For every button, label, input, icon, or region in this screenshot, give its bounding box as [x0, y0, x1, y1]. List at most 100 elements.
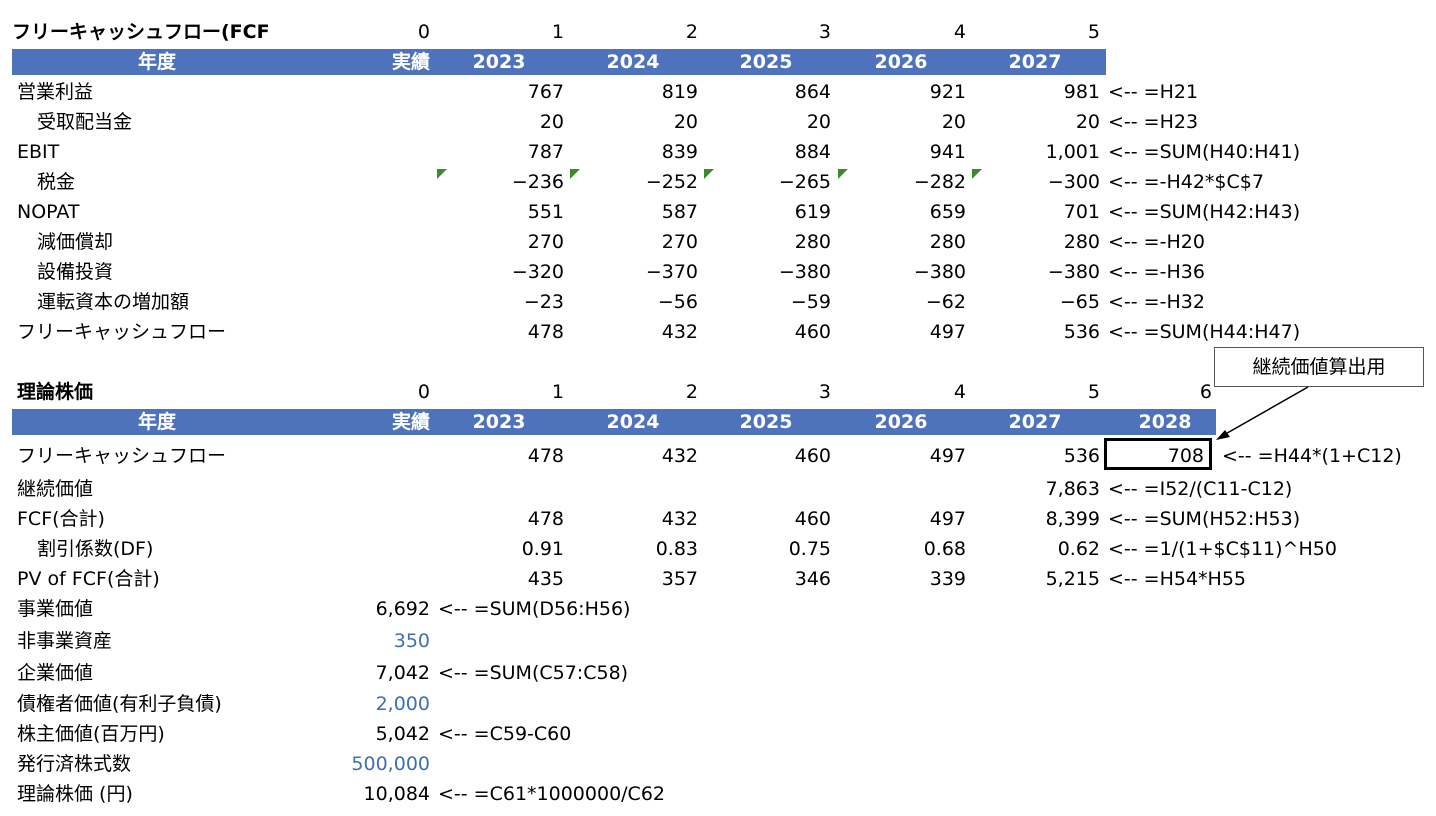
formula-note[interactable]: <-- =H54*H55 — [1108, 568, 1247, 590]
row-label[interactable]: 発行済株式数 — [17, 753, 132, 775]
formula-note[interactable]: <-- =SUM(H42:H43) — [1108, 201, 1301, 223]
value-cell[interactable]: 280 — [1063, 231, 1100, 253]
error-flag-icon[interactable] — [972, 169, 982, 179]
period-cell[interactable]: 6 — [1199, 381, 1212, 403]
value-cell[interactable]: 839 — [661, 141, 698, 163]
header-cell[interactable]: 実績 — [391, 411, 430, 433]
error-flag-icon[interactable] — [838, 169, 848, 179]
value-cell[interactable]: −65 — [1059, 291, 1100, 313]
period-cell[interactable]: 1 — [551, 381, 564, 403]
value-cell[interactable]: 270 — [527, 231, 564, 253]
header-cell[interactable]: 2024 — [606, 411, 660, 433]
row-label[interactable]: 非事業資産 — [17, 630, 113, 652]
formula-note[interactable]: <-- =SUM(H52:H53) — [1108, 508, 1301, 530]
formula-note[interactable]: <-- =-H20 — [1108, 231, 1205, 253]
header-cell[interactable]: 実績 — [391, 51, 430, 73]
input-value-cell[interactable]: 350 — [393, 630, 430, 652]
value-cell[interactable]: 5,215 — [1045, 568, 1100, 590]
value-cell[interactable]: 432 — [661, 508, 698, 530]
header-cell[interactable]: 2023 — [472, 411, 526, 433]
formula-note[interactable]: <-- =H23 — [1108, 111, 1199, 133]
header-cell[interactable]: 年度 — [137, 411, 176, 433]
row-label[interactable]: EBIT — [17, 141, 60, 163]
formula-note[interactable]: <-- =1/(1+$C$11)^H50 — [1108, 538, 1337, 560]
value-cell[interactable]: 5,042 — [375, 723, 430, 745]
header-cell[interactable]: 2025 — [739, 51, 793, 73]
value-cell[interactable]: 1,001 — [1045, 141, 1100, 163]
formula-note[interactable]: <-- =SUM(D56:H56) — [438, 598, 631, 620]
value-cell[interactable]: 587 — [661, 201, 698, 223]
value-cell[interactable]: −59 — [790, 291, 831, 313]
row-label[interactable]: FCF(合計) — [17, 508, 105, 530]
period-cell[interactable]: 4 — [953, 21, 966, 43]
header-cell[interactable]: 2026 — [874, 411, 928, 433]
error-flag-icon[interactable] — [437, 169, 447, 179]
period-cell[interactable]: 0 — [417, 21, 430, 43]
selected-cell-border[interactable] — [1104, 438, 1212, 470]
value-cell[interactable]: 787 — [527, 141, 564, 163]
value-cell[interactable]: 981 — [1063, 81, 1100, 103]
error-flag-icon[interactable] — [570, 169, 580, 179]
period-cell[interactable]: 5 — [1087, 381, 1100, 403]
value-cell[interactable]: −62 — [925, 291, 966, 313]
row-label[interactable]: フリーキャッシュフロー — [17, 321, 227, 343]
value-cell[interactable]: 7,863 — [1045, 478, 1100, 500]
row-label[interactable]: フリーキャッシュフロー — [17, 445, 227, 467]
value-cell[interactable]: −380 — [913, 261, 966, 283]
value-cell[interactable]: 8,399 — [1045, 508, 1100, 530]
value-cell[interactable]: 659 — [929, 201, 966, 223]
formula-note[interactable]: <-- =H44*(1+C12) — [1222, 445, 1402, 467]
value-cell[interactable]: 270 — [661, 231, 698, 253]
value-cell[interactable]: 339 — [929, 568, 966, 590]
row-label[interactable]: PV of FCF(合計) — [17, 568, 160, 590]
value-cell[interactable]: 551 — [527, 201, 564, 223]
header-cell[interactable]: 2026 — [874, 51, 928, 73]
formula-note[interactable]: <-- =I52/(C11-C12) — [1108, 478, 1293, 500]
value-cell[interactable]: −265 — [778, 171, 831, 193]
formula-note[interactable]: <-- =-H32 — [1108, 291, 1205, 313]
header-cell[interactable]: 2024 — [606, 51, 660, 73]
period-cell[interactable]: 3 — [818, 21, 831, 43]
row-label[interactable]: 減価償却 — [37, 231, 114, 253]
header-cell[interactable]: 年度 — [137, 51, 176, 73]
value-cell[interactable]: 432 — [661, 445, 698, 467]
value-cell[interactable]: 536 — [1063, 321, 1100, 343]
period-cell[interactable]: 3 — [818, 381, 831, 403]
period-cell[interactable]: 0 — [417, 381, 430, 403]
value-cell[interactable]: 460 — [794, 321, 831, 343]
row-label[interactable]: 割引係数(DF) — [37, 538, 154, 560]
formula-note[interactable]: <-- =SUM(C57:C58) — [438, 662, 629, 684]
period-cell[interactable]: 5 — [1087, 21, 1100, 43]
value-cell[interactable]: 20 — [1075, 111, 1100, 133]
row-label[interactable]: 企業価値 — [17, 662, 94, 684]
value-cell[interactable]: 701 — [1063, 201, 1100, 223]
value-cell[interactable]: 20 — [806, 111, 831, 133]
value-cell[interactable]: 921 — [929, 81, 966, 103]
row-label[interactable]: 設備投資 — [37, 261, 114, 283]
formula-note[interactable]: <-- =-H36 — [1108, 261, 1205, 283]
value-cell[interactable]: 0.62 — [1057, 538, 1100, 560]
value-cell[interactable]: 478 — [527, 321, 564, 343]
value-cell[interactable]: 6,692 — [375, 598, 430, 620]
value-cell[interactable]: 619 — [794, 201, 831, 223]
row-label[interactable]: 理論株価 (円) — [17, 783, 133, 805]
row-label[interactable]: 営業利益 — [17, 81, 94, 103]
row-label[interactable]: 株主価値(百万円) — [17, 723, 165, 745]
error-flag-icon[interactable] — [704, 169, 714, 179]
value-cell[interactable]: 10,084 — [363, 783, 430, 805]
value-cell[interactable]: −236 — [511, 171, 564, 193]
value-cell[interactable]: 497 — [929, 508, 966, 530]
value-cell[interactable]: −56 — [657, 291, 698, 313]
value-cell[interactable]: 0.75 — [788, 538, 831, 560]
input-value-cell[interactable]: 500,000 — [351, 753, 430, 775]
value-cell[interactable]: −300 — [1047, 171, 1100, 193]
value-cell[interactable]: 536 — [1063, 445, 1100, 467]
period-cell[interactable]: 2 — [685, 21, 698, 43]
input-value-cell[interactable]: 2,000 — [375, 693, 430, 715]
header-cell[interactable]: 2025 — [739, 411, 793, 433]
value-cell[interactable]: 0.91 — [521, 538, 564, 560]
header-cell[interactable]: 2027 — [1008, 411, 1062, 433]
value-cell[interactable]: 432 — [661, 321, 698, 343]
value-cell[interactable]: 478 — [527, 508, 564, 530]
formula-note[interactable]: <-- =-H42*$C$7 — [1108, 171, 1264, 193]
